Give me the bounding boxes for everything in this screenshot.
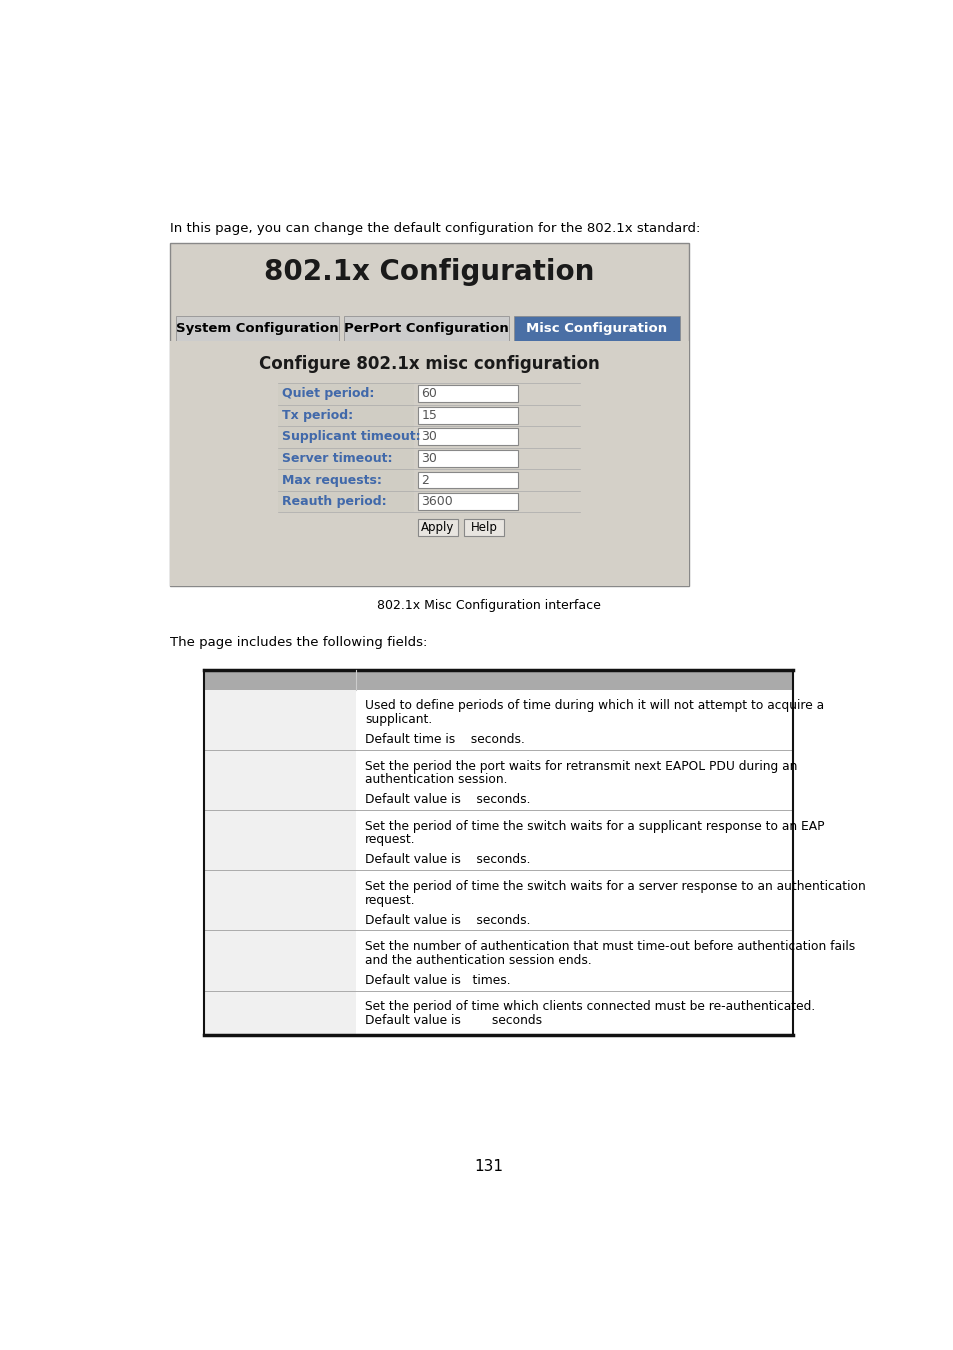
FancyBboxPatch shape (204, 810, 355, 871)
Text: Misc Configuration: Misc Configuration (526, 321, 667, 335)
FancyBboxPatch shape (278, 427, 414, 448)
FancyBboxPatch shape (204, 690, 793, 751)
FancyBboxPatch shape (175, 316, 338, 340)
FancyBboxPatch shape (514, 316, 679, 340)
FancyBboxPatch shape (204, 930, 355, 991)
FancyBboxPatch shape (278, 448, 414, 470)
FancyBboxPatch shape (204, 810, 793, 871)
FancyBboxPatch shape (417, 385, 517, 402)
FancyBboxPatch shape (344, 316, 509, 340)
Text: Supplicant timeout:: Supplicant timeout: (282, 431, 420, 443)
Text: supplicant.: supplicant. (365, 713, 432, 726)
FancyBboxPatch shape (204, 690, 355, 751)
Text: Reauth period:: Reauth period: (282, 495, 386, 508)
FancyBboxPatch shape (204, 871, 355, 930)
FancyBboxPatch shape (204, 930, 793, 991)
FancyBboxPatch shape (204, 670, 793, 690)
Text: Set the period of time the switch waits for a supplicant response to an EAP: Set the period of time the switch waits … (365, 819, 823, 833)
Text: 131: 131 (474, 1160, 503, 1174)
FancyBboxPatch shape (417, 493, 517, 510)
Text: 2: 2 (421, 474, 429, 486)
FancyBboxPatch shape (204, 991, 793, 1035)
FancyBboxPatch shape (278, 405, 414, 427)
Text: Server timeout:: Server timeout: (282, 452, 392, 464)
FancyBboxPatch shape (204, 751, 793, 810)
Text: System Configuration: System Configuration (175, 321, 338, 335)
Text: The page includes the following fields:: The page includes the following fields: (170, 636, 427, 648)
Text: Default value is   times.: Default value is times. (365, 973, 510, 987)
FancyBboxPatch shape (417, 428, 517, 446)
Text: Configure 802.1x misc configuration: Configure 802.1x misc configuration (258, 355, 599, 373)
Text: Used to define periods of time during which it will not attempt to acquire a: Used to define periods of time during wh… (365, 699, 823, 713)
Text: Default value is    seconds.: Default value is seconds. (365, 853, 530, 867)
Text: Set the number of authentication that must time-out before authentication fails: Set the number of authentication that mu… (365, 940, 854, 953)
Text: Default value is    seconds.: Default value is seconds. (365, 794, 530, 806)
FancyBboxPatch shape (417, 450, 517, 467)
Text: 3600: 3600 (421, 495, 453, 508)
Text: Default value is    seconds.: Default value is seconds. (365, 914, 530, 926)
Text: Max requests:: Max requests: (282, 474, 381, 486)
Text: 15: 15 (421, 409, 436, 421)
Text: Quiet period:: Quiet period: (282, 387, 374, 400)
Text: Default value is        seconds: Default value is seconds (365, 1014, 541, 1026)
FancyBboxPatch shape (278, 383, 414, 405)
Text: 802.1x Configuration: 802.1x Configuration (264, 258, 594, 286)
Text: Set the period the port waits for retransmit next EAPOL PDU during an: Set the period the port waits for retran… (365, 760, 797, 772)
Text: authentication session.: authentication session. (365, 774, 507, 787)
FancyBboxPatch shape (278, 470, 414, 491)
FancyBboxPatch shape (464, 520, 504, 536)
Text: 60: 60 (421, 387, 436, 400)
Text: Default time is    seconds.: Default time is seconds. (365, 733, 524, 747)
FancyBboxPatch shape (417, 471, 517, 489)
Text: In this page, you can change the default configuration for the 802.1x standard:: In this page, you can change the default… (170, 221, 700, 235)
Text: Apply: Apply (420, 521, 454, 535)
Text: Tx period:: Tx period: (282, 409, 353, 421)
FancyBboxPatch shape (204, 751, 355, 810)
Text: Set the period of time which clients connected must be re-authenticated.: Set the period of time which clients con… (365, 1000, 814, 1012)
FancyBboxPatch shape (170, 340, 688, 586)
FancyBboxPatch shape (170, 243, 688, 586)
Text: 802.1x Misc Configuration interface: 802.1x Misc Configuration interface (376, 599, 600, 613)
FancyBboxPatch shape (204, 991, 355, 1035)
Text: 30: 30 (421, 452, 436, 464)
Text: 30: 30 (421, 431, 436, 443)
FancyBboxPatch shape (278, 491, 414, 513)
FancyBboxPatch shape (417, 520, 457, 536)
Text: PerPort Configuration: PerPort Configuration (344, 321, 508, 335)
FancyBboxPatch shape (204, 871, 793, 930)
Text: request.: request. (365, 833, 416, 846)
Text: request.: request. (365, 894, 416, 906)
Text: Set the period of time the switch waits for a server response to an authenticati: Set the period of time the switch waits … (365, 880, 864, 892)
Text: and the authentication session ends.: and the authentication session ends. (365, 953, 591, 967)
FancyBboxPatch shape (417, 406, 517, 424)
Text: Help: Help (471, 521, 497, 535)
